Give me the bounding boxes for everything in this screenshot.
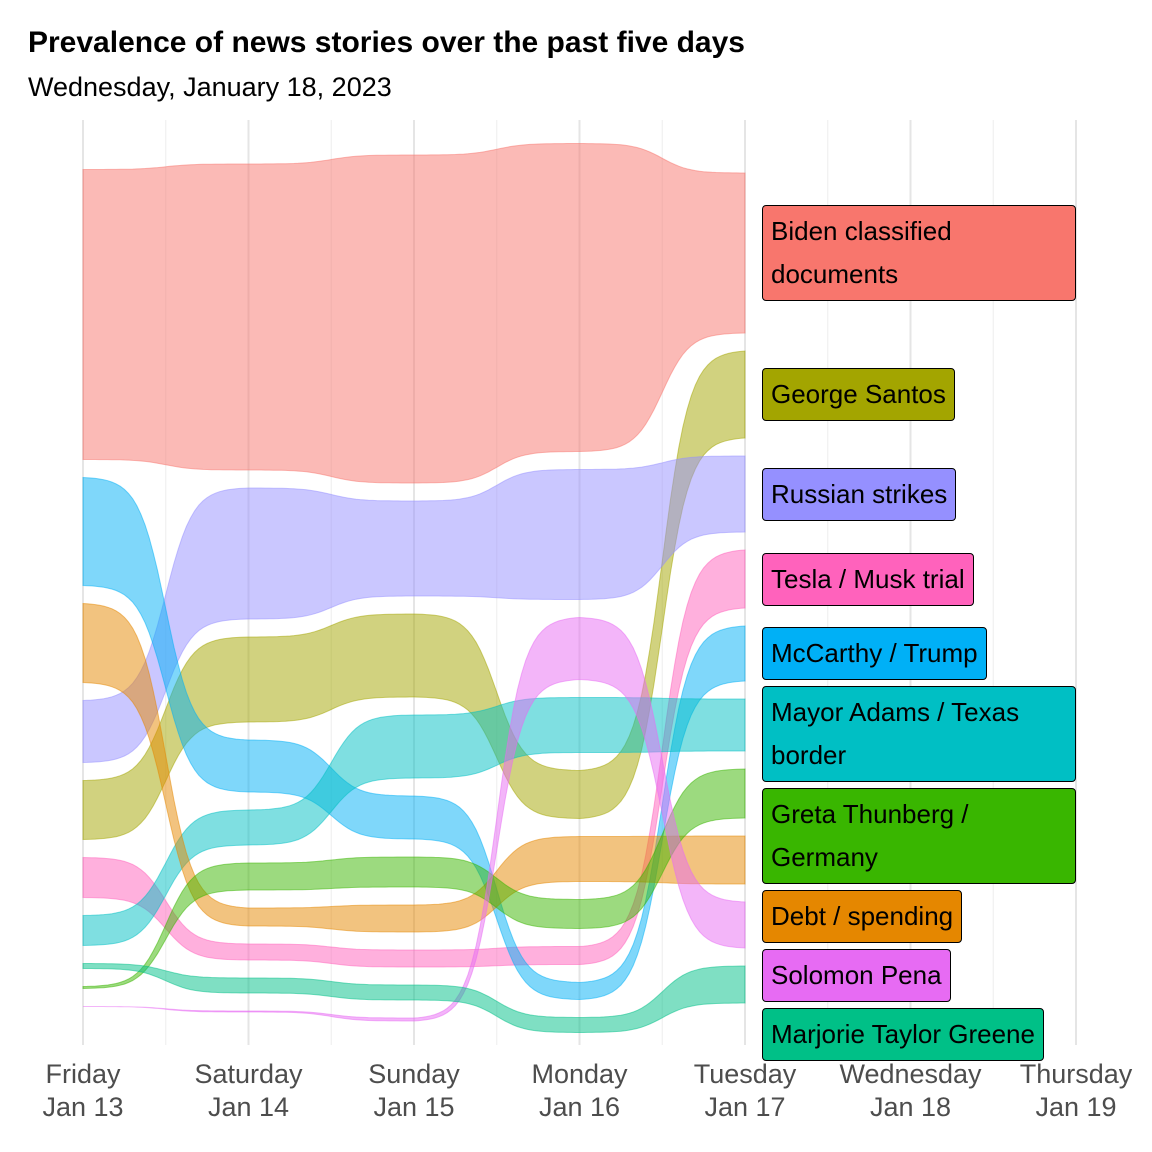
x-tick-label: Jan 17 (704, 1092, 785, 1122)
chart-subtitle: Wednesday, January 18, 2023 (28, 72, 392, 102)
series-label: Solomon Pena (762, 949, 951, 1002)
x-tick-label: Saturday (194, 1059, 303, 1089)
stream-band (82, 350, 746, 841)
x-tick-label: Thursday (1020, 1059, 1133, 1089)
chart-title: Prevalence of news stories over the past… (28, 26, 745, 59)
x-tick-label: Jan 16 (539, 1092, 620, 1122)
series-label: Russian strikes (762, 467, 957, 521)
x-tick-label: Jan 15 (373, 1092, 454, 1122)
series-label: McCarthy / Trump (762, 627, 987, 680)
series-label: Debt / spending (762, 890, 963, 943)
x-tick-label: Sunday (368, 1059, 460, 1089)
x-tick-label: Tuesday (694, 1059, 797, 1089)
stream-band (82, 549, 746, 968)
x-tick-label: Monday (531, 1059, 628, 1089)
stream-band (82, 602, 746, 933)
series-label: Biden classified documents (762, 205, 1076, 301)
x-tick-label: Jan 18 (870, 1092, 951, 1122)
stream-band (82, 455, 746, 764)
x-tick-label: Wednesday (839, 1059, 982, 1089)
stream-band (82, 697, 746, 947)
stream-band (82, 768, 746, 990)
x-tick-label: Jan 19 (1035, 1092, 1116, 1122)
series-label: Mayor Adams / Texas border (762, 686, 1076, 782)
x-tick-label: Jan 13 (42, 1092, 123, 1122)
x-tick-label: Jan 14 (208, 1092, 289, 1122)
stream-band (82, 963, 746, 1033)
stream-band (82, 476, 746, 1001)
series-label: Marjorie Taylor Greene (762, 1008, 1044, 1061)
stream-band (82, 143, 746, 484)
x-tick-label: Friday (45, 1059, 121, 1089)
series-label: Tesla / Musk trial (762, 552, 974, 606)
series-label: Greta Thunberg / Germany (762, 788, 1076, 884)
series-label: George Santos (762, 368, 955, 421)
stream-band (83, 616, 746, 1022)
